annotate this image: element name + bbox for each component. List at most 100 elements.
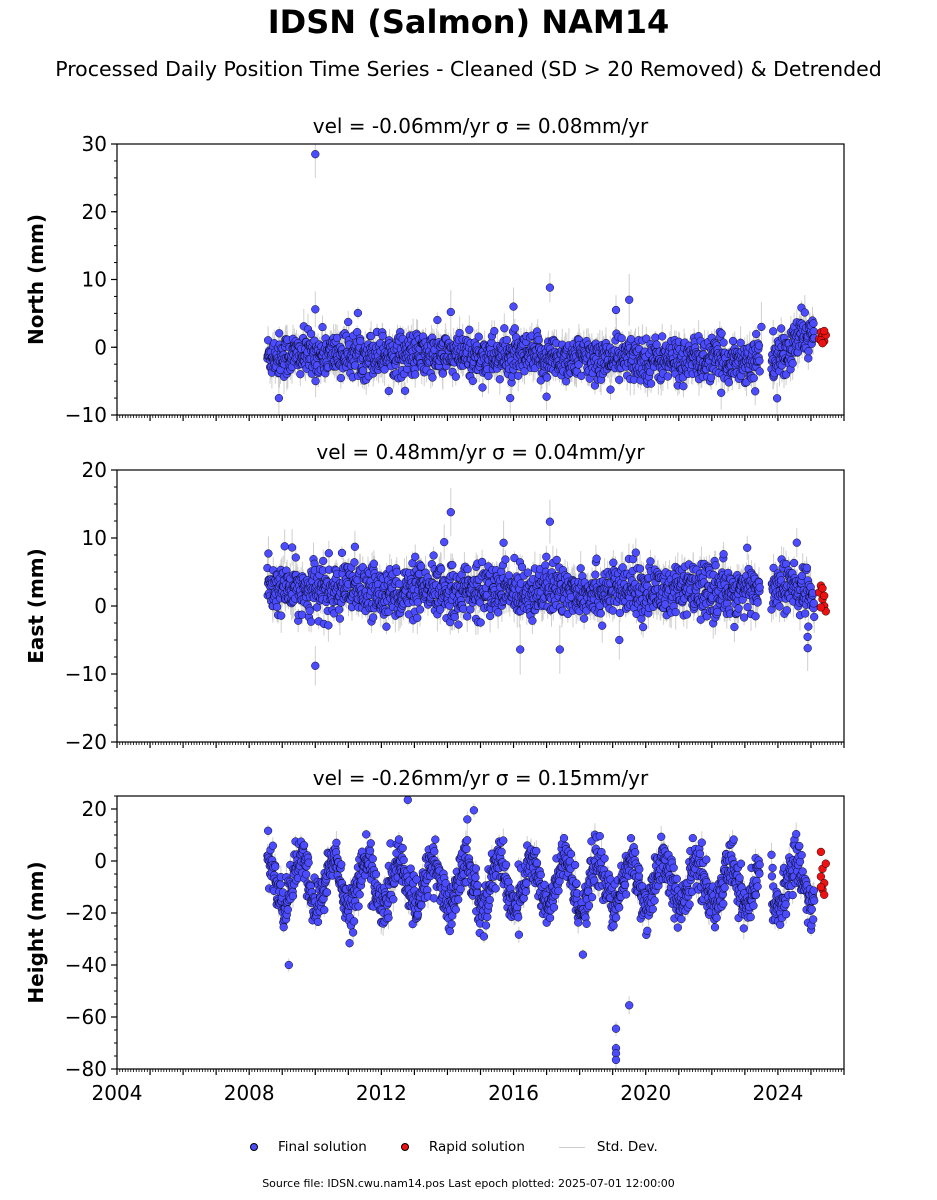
final-point — [291, 553, 300, 562]
final-point — [322, 888, 332, 897]
final-point — [471, 873, 480, 882]
final-point — [406, 864, 415, 873]
final-point — [809, 599, 818, 608]
y-tick-label: −20 — [65, 730, 107, 754]
final-point — [368, 854, 377, 863]
final-point — [371, 870, 381, 879]
final-point — [463, 612, 472, 621]
final-point — [311, 150, 320, 159]
final-point — [430, 847, 439, 856]
final-point — [324, 549, 333, 558]
final-point — [749, 373, 758, 383]
final-point — [574, 360, 583, 369]
plot-area — [263, 796, 830, 1069]
y-tick-label: 20 — [82, 458, 107, 482]
final-point — [542, 392, 551, 401]
final-point — [264, 549, 273, 558]
final-point — [572, 879, 581, 888]
final-point — [596, 609, 605, 618]
final-point — [592, 554, 601, 563]
final-point — [677, 914, 686, 924]
final-point — [517, 562, 527, 572]
final-point — [782, 606, 791, 615]
rapid-point — [818, 339, 827, 348]
final-point — [446, 307, 455, 317]
final-point — [446, 508, 455, 517]
final-point — [631, 548, 640, 557]
final-point — [476, 618, 485, 627]
final-point — [275, 329, 284, 338]
final-point — [739, 613, 749, 622]
final-point — [803, 632, 812, 642]
final-point — [355, 890, 364, 899]
final-point — [417, 900, 426, 910]
final-point — [522, 879, 531, 888]
final-point — [617, 334, 626, 343]
final-point — [651, 333, 660, 342]
final-point — [591, 570, 600, 579]
final-point — [685, 900, 694, 909]
final-point — [353, 308, 363, 318]
final-point — [415, 605, 425, 614]
final-point — [497, 847, 506, 856]
y-axis-label: North (mm) — [24, 214, 48, 345]
final-point — [730, 622, 739, 632]
final-solution-points — [263, 508, 819, 670]
rapid-point — [820, 591, 829, 600]
final-point — [576, 564, 585, 573]
y-tick-label: −10 — [65, 403, 107, 427]
plot-area — [263, 488, 830, 686]
final-point — [384, 913, 393, 922]
final-point — [313, 917, 323, 927]
final-point — [384, 386, 393, 396]
final-point — [804, 622, 813, 631]
final-point — [468, 376, 477, 386]
final-point — [772, 394, 782, 403]
final-point — [615, 608, 625, 618]
final-point — [350, 542, 360, 551]
final-point — [697, 838, 706, 847]
plot-area — [263, 144, 830, 415]
panel-title: vel = 0.48mm/yr σ = 0.04mm/yr — [316, 440, 645, 464]
panel-height: vel = -0.26mm/yr σ = 0.15mm/yr Height (mm… — [24, 766, 845, 1105]
final-point — [609, 921, 618, 930]
final-point — [536, 870, 545, 880]
final-point — [713, 607, 722, 617]
final-point — [382, 622, 391, 631]
panel-east: vel = 0.48mm/yr σ = 0.04mm/yr East (mm) −2… — [24, 440, 845, 754]
final-point — [506, 393, 515, 403]
final-point — [280, 542, 289, 551]
final-point — [296, 370, 305, 379]
final-point — [635, 564, 645, 573]
final-point — [416, 562, 426, 571]
final-point — [615, 903, 624, 912]
final-point — [587, 893, 597, 902]
final-point — [752, 329, 761, 339]
final-point — [485, 895, 494, 905]
final-point — [657, 832, 666, 841]
final-point — [574, 918, 583, 927]
final-point — [477, 557, 487, 567]
y-axis-label: East (mm) — [24, 548, 48, 664]
final-point — [441, 879, 450, 888]
final-point — [428, 373, 437, 382]
final-point — [362, 830, 371, 839]
final-point — [394, 835, 404, 844]
final-point — [634, 872, 644, 881]
final-point — [400, 386, 410, 395]
final-point — [356, 336, 365, 346]
final-point — [263, 826, 273, 835]
final-point — [454, 620, 463, 629]
final-point — [516, 645, 525, 654]
final-point — [504, 571, 514, 580]
final-point — [311, 305, 320, 314]
final-point — [499, 836, 508, 845]
final-point — [549, 903, 559, 912]
final-point — [717, 388, 726, 397]
final-point — [598, 621, 607, 630]
final-point — [319, 556, 328, 566]
final-point — [399, 855, 408, 865]
final-point — [810, 612, 819, 622]
final-point — [440, 537, 449, 547]
final-point — [499, 538, 508, 547]
